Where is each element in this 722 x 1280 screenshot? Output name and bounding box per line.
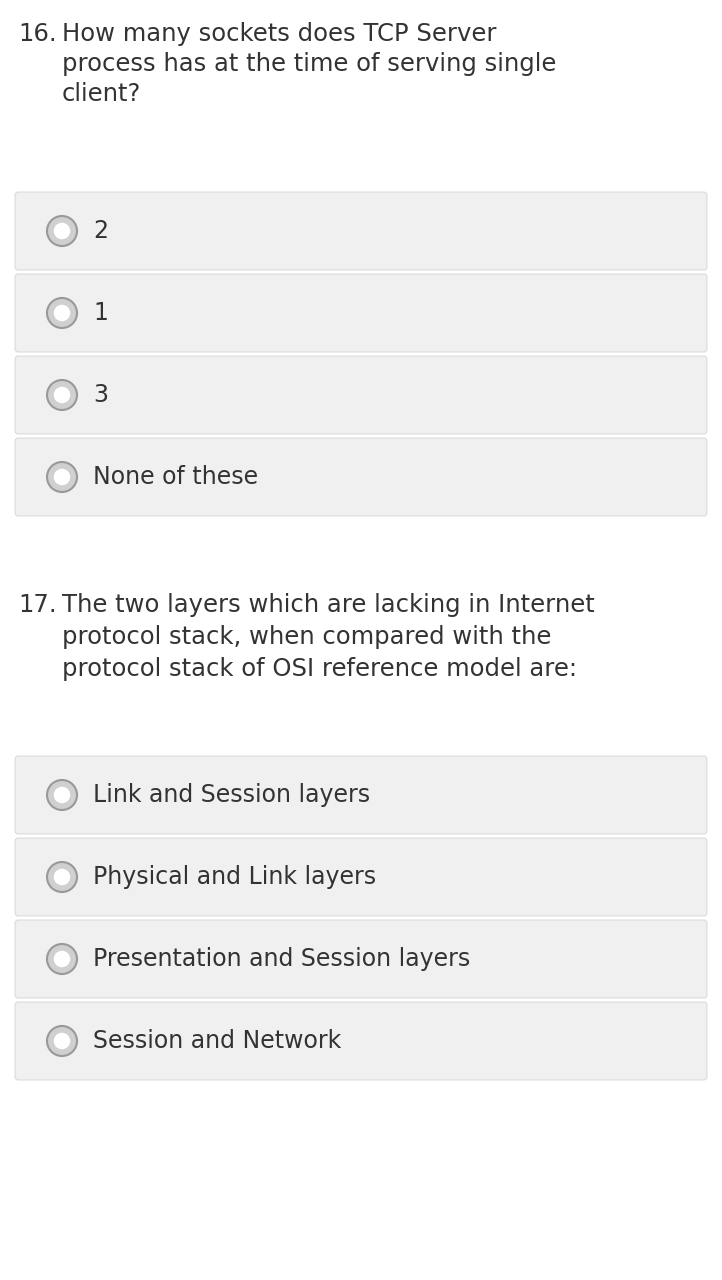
Text: Presentation and Session layers: Presentation and Session layers [93,947,470,972]
Text: Session and Network: Session and Network [93,1029,342,1053]
Text: 16.: 16. [18,22,56,46]
Circle shape [47,380,77,410]
Circle shape [53,223,70,239]
Text: 17.: 17. [18,593,56,617]
FancyBboxPatch shape [15,192,707,270]
FancyBboxPatch shape [15,756,707,835]
Circle shape [53,869,70,886]
Text: None of these: None of these [93,465,258,489]
Text: process has at the time of serving single: process has at the time of serving singl… [62,52,557,76]
Circle shape [53,387,70,403]
Text: 3: 3 [93,383,108,407]
FancyBboxPatch shape [15,274,707,352]
Circle shape [53,1033,70,1050]
Text: 1: 1 [93,301,108,325]
FancyBboxPatch shape [15,838,707,916]
FancyBboxPatch shape [15,438,707,516]
Circle shape [53,468,70,485]
FancyBboxPatch shape [15,920,707,998]
Text: Link and Session layers: Link and Session layers [93,783,370,806]
Circle shape [47,1027,77,1056]
FancyBboxPatch shape [15,1002,707,1080]
Circle shape [47,780,77,810]
Text: Physical and Link layers: Physical and Link layers [93,865,376,890]
Circle shape [53,787,70,804]
Text: client?: client? [62,82,142,106]
Circle shape [47,216,77,246]
Circle shape [47,298,77,328]
Circle shape [53,951,70,968]
Circle shape [47,462,77,492]
Circle shape [47,861,77,892]
Circle shape [53,305,70,321]
FancyBboxPatch shape [15,356,707,434]
Text: How many sockets does TCP Server: How many sockets does TCP Server [62,22,497,46]
Text: The two layers which are lacking in Internet: The two layers which are lacking in Inte… [62,593,595,617]
Circle shape [47,945,77,974]
Text: protocol stack, when compared with the: protocol stack, when compared with the [62,625,552,649]
Text: 2: 2 [93,219,108,243]
Text: protocol stack of OSI reference model are:: protocol stack of OSI reference model ar… [62,657,577,681]
